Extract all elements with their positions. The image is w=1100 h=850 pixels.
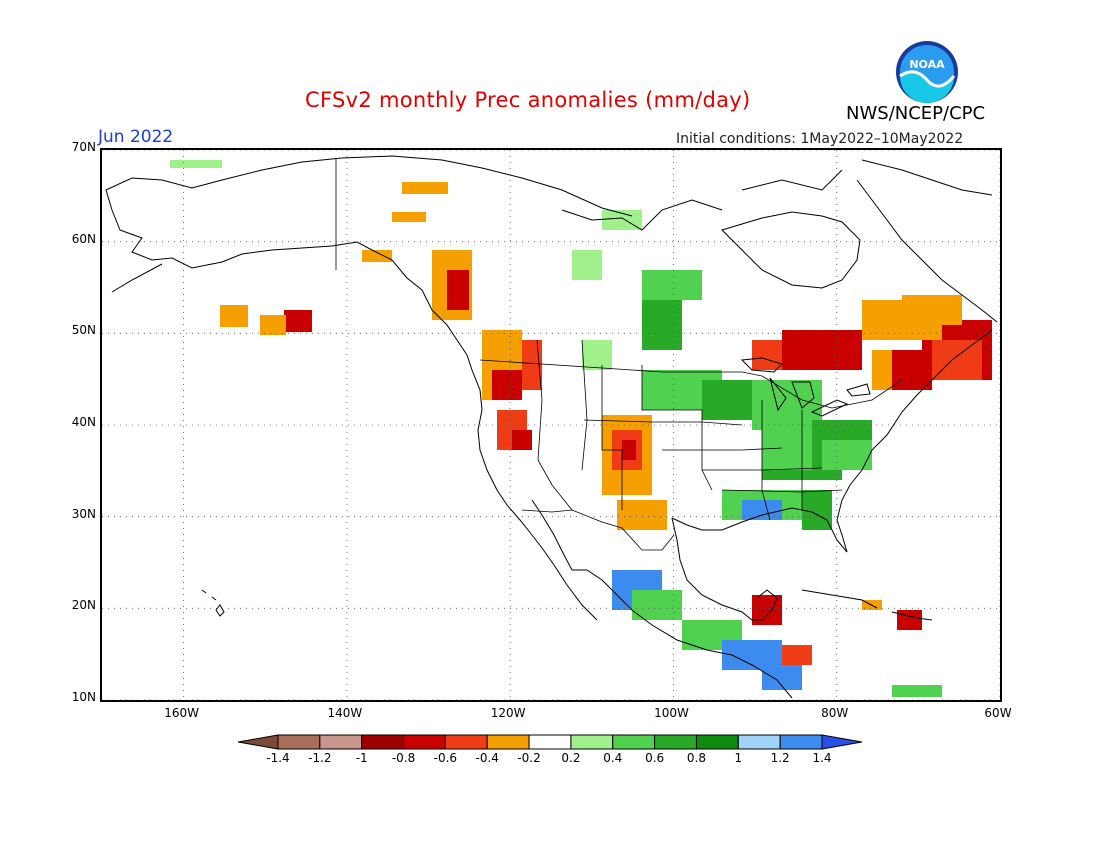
lon-label: 80W — [821, 706, 849, 720]
coastlines — [105, 155, 998, 699]
anomaly-cell — [642, 270, 702, 300]
precip-anomaly-map — [102, 150, 1000, 700]
anomaly-cell — [512, 430, 532, 450]
colorbar-label: -1.2 — [308, 751, 332, 765]
forecast-month: Jun 2022 — [98, 127, 174, 147]
anomaly-cell — [897, 610, 922, 630]
colorbar-label: -0.6 — [433, 751, 458, 765]
anomaly-cell — [602, 210, 642, 230]
agency-label: NWS/NCEP/CPC — [846, 103, 986, 124]
anomaly-cell — [392, 212, 426, 222]
lat-label: 50N — [71, 323, 96, 338]
lon-label: 160W — [164, 706, 200, 720]
lat-label: 30N — [71, 506, 96, 521]
colorbar-low-arrow — [238, 734, 279, 750]
lon-label: 120W — [490, 706, 526, 720]
colorbar-swatch — [779, 734, 823, 750]
colorbar-swatch — [695, 734, 739, 750]
colorbar — [238, 734, 862, 750]
lat-label: 60N — [71, 231, 96, 246]
colorbar-label: -0.2 — [517, 751, 541, 765]
colorbar-swatch — [361, 734, 405, 750]
anomaly-cell — [220, 305, 248, 327]
anomaly-cell — [802, 490, 832, 530]
colorbar-label: -0.4 — [475, 751, 499, 765]
anomaly-cell — [582, 340, 612, 370]
colorbar-swatch — [528, 734, 572, 750]
colorbar-swatch — [612, 734, 656, 750]
anomaly-cell — [362, 250, 392, 262]
anomaly-cell — [932, 340, 982, 380]
anomaly-cell — [492, 370, 522, 400]
lat-label: 70N — [71, 140, 96, 154]
logo-text: NOAA — [909, 58, 945, 71]
anomaly-cell — [902, 295, 962, 325]
anomaly-cell — [572, 250, 602, 280]
colorbar-label: 1.2 — [770, 751, 790, 765]
anomaly-cell — [742, 500, 782, 520]
anomaly-cells — [170, 160, 992, 697]
anomaly-cell — [170, 160, 222, 168]
colorbar-swatch — [277, 734, 321, 750]
anomaly-cell — [782, 330, 862, 370]
map-title: CFSv2 monthly Prec anomalies (mm/day) — [305, 88, 751, 112]
political-borders — [335, 158, 903, 551]
colorbar-label: -0.8 — [391, 751, 416, 765]
anomaly-cell — [822, 440, 872, 470]
map-panel — [100, 148, 1002, 702]
colorbar-swatch — [570, 734, 614, 750]
lon-label: 100W — [654, 706, 689, 720]
anomaly-cell — [762, 420, 812, 470]
colorbar-label: 0.8 — [686, 751, 706, 765]
anomaly-cell — [402, 182, 448, 194]
colorbar-swatch — [486, 734, 530, 750]
anomaly-cell — [622, 440, 636, 460]
colorbar-label: -1 — [355, 751, 368, 765]
colorbar-label: -1.4 — [266, 751, 290, 765]
colorbar-label: 1.4 — [812, 751, 832, 765]
anomaly-cell — [617, 500, 667, 530]
colorbar-label: 0.6 — [645, 751, 665, 765]
colorbar-high-arrow — [821, 734, 862, 750]
colorbar-label: 0.4 — [603, 751, 623, 765]
colorbar-swatch — [654, 734, 697, 750]
colorbar-swatch — [444, 734, 488, 750]
anomaly-cell — [260, 315, 286, 335]
colorbar-label: 0.2 — [561, 751, 581, 765]
colorbar-swatch — [403, 734, 446, 750]
colorbar-swatch — [319, 734, 363, 750]
colorbar-swatch — [737, 734, 781, 750]
anomaly-cell — [782, 645, 812, 665]
anomaly-cell — [892, 685, 942, 697]
colorbar-label: 1 — [734, 751, 743, 765]
initial-conditions: Initial conditions: 1May2022–10May2022 — [676, 131, 964, 147]
noaa-logo-icon: NOAA — [896, 41, 958, 103]
lon-label: 140W — [327, 706, 363, 720]
lon-label: 60W — [984, 706, 1012, 720]
anomaly-cell — [284, 310, 312, 332]
anomaly-cell — [447, 270, 469, 310]
lat-label: 10N — [71, 690, 96, 704]
lat-label: 40N — [71, 415, 96, 429]
lat-label: 20N — [71, 598, 96, 613]
